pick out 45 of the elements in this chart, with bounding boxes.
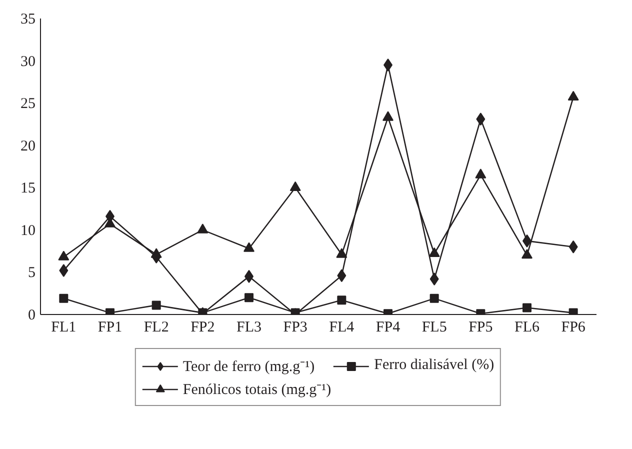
point — [59, 264, 68, 278]
point — [568, 90, 579, 101]
y-tick-label: 10 — [20, 222, 36, 239]
x-tick-label: FP5 — [468, 320, 493, 336]
legend-label: Teor de ferro (mg.g⁻¹) — [182, 358, 315, 376]
x-tick-label: FL2 — [144, 320, 169, 336]
point — [336, 248, 348, 258]
point — [337, 269, 346, 282]
point — [430, 294, 439, 303]
point — [290, 181, 301, 192]
x-tick-label: FP4 — [376, 320, 401, 336]
point — [568, 240, 578, 254]
point — [430, 272, 439, 286]
point — [337, 296, 346, 305]
point — [476, 112, 486, 126]
point — [382, 111, 394, 121]
y-tick-label: 20 — [20, 138, 36, 154]
x-tick-label: FP6 — [561, 320, 586, 336]
point — [152, 300, 161, 310]
x-tick-label: FP2 — [190, 320, 215, 336]
point — [522, 249, 532, 259]
y-tick-label: 0 — [28, 308, 36, 324]
point — [244, 242, 254, 252]
y-tick-label: 15 — [20, 180, 36, 197]
point — [244, 293, 254, 302]
x-tick-label: FL4 — [329, 320, 355, 336]
x-tick-label: FL6 — [514, 320, 540, 336]
point — [197, 224, 208, 234]
x-tick-label: FP1 — [98, 320, 122, 336]
point — [59, 294, 68, 303]
legend-label: Fenólicos totais (mg.g⁻¹) — [182, 381, 332, 399]
y-tick-label: 35 — [20, 12, 36, 28]
y-tick-label: 30 — [20, 54, 36, 70]
point — [475, 168, 486, 178]
point — [58, 250, 70, 260]
x-tick-label: FP3 — [283, 320, 308, 336]
y-tick-label: 5 — [28, 265, 36, 282]
x-tick-label: FL3 — [236, 320, 262, 336]
x-tick-label: FL1 — [51, 320, 76, 336]
point — [522, 303, 532, 312]
legend-label: Ferro dialisável (%) — [374, 357, 494, 374]
x-tick-label: FL5 — [422, 320, 447, 336]
point — [150, 248, 162, 258]
point — [428, 247, 440, 257]
y-tick-label: 25 — [20, 96, 36, 112]
